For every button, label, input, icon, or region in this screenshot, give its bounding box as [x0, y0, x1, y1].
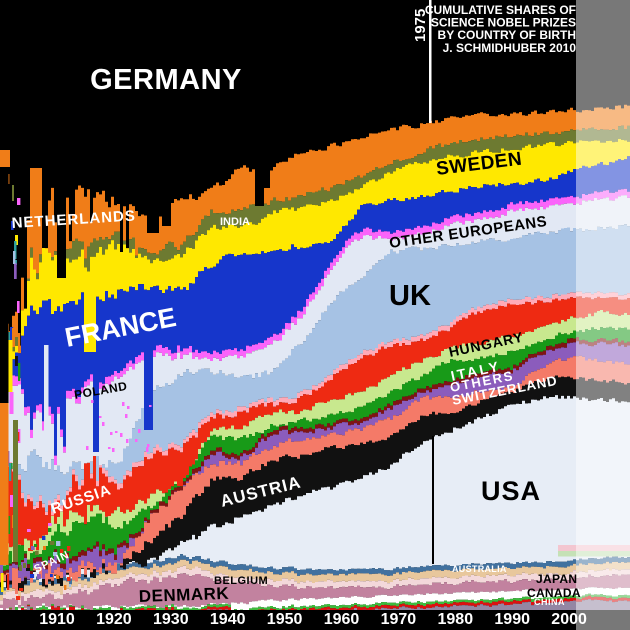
- svg-text:1930: 1930: [153, 611, 189, 628]
- svg-text:1920: 1920: [96, 611, 132, 628]
- svg-text:SCIENCE NOBEL PRIZES: SCIENCE NOBEL PRIZES: [431, 16, 576, 30]
- svg-text:2000: 2000: [551, 611, 587, 628]
- svg-text:BELGIUM: BELGIUM: [214, 575, 268, 587]
- svg-text:USA: USA: [481, 476, 541, 506]
- svg-text:1950: 1950: [267, 611, 303, 628]
- svg-text:1960: 1960: [324, 611, 360, 628]
- svg-text:1970: 1970: [381, 611, 417, 628]
- svg-text:JAPAN: JAPAN: [536, 572, 577, 586]
- svg-text:CUMULATIVE SHARES OF: CUMULATIVE SHARES OF: [425, 3, 576, 17]
- svg-text:BY COUNTRY OF BIRTH: BY COUNTRY OF BIRTH: [438, 28, 576, 42]
- svg-text:GERMANY: GERMANY: [90, 64, 242, 96]
- svg-text:J. SCHMIDHUBER 2010: J. SCHMIDHUBER 2010: [443, 41, 577, 55]
- svg-text:DENMARK: DENMARK: [138, 584, 229, 606]
- svg-text:1910: 1910: [39, 611, 75, 628]
- svg-text:1980: 1980: [438, 611, 474, 628]
- svg-text:INDIA: INDIA: [220, 216, 250, 228]
- svg-text:CHINA: CHINA: [534, 597, 565, 607]
- svg-text:1975: 1975: [412, 9, 429, 42]
- svg-text:1940: 1940: [210, 611, 246, 628]
- svg-text:CANADA: CANADA: [527, 586, 581, 600]
- svg-text:UK: UK: [389, 280, 431, 312]
- svg-text:1990: 1990: [494, 611, 530, 628]
- svg-text:AUSTRALIA: AUSTRALIA: [452, 564, 507, 574]
